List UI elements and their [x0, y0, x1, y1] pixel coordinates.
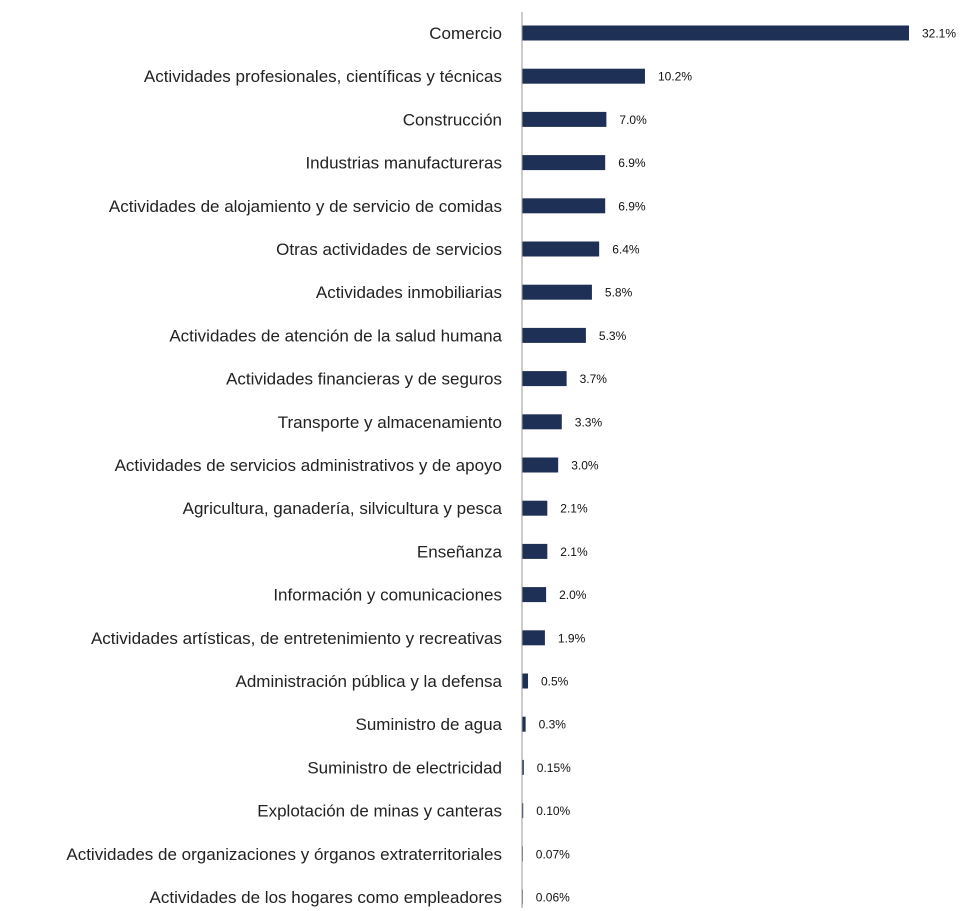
bar	[522, 68, 645, 84]
category-label: Construcción	[403, 110, 502, 129]
value-label: 2.1%	[560, 502, 588, 516]
value-label: 0.15%	[537, 761, 571, 775]
category-label: Actividades financieras y de seguros	[226, 370, 502, 389]
category-label: Comercio	[429, 24, 502, 43]
value-label: 6.4%	[612, 243, 640, 257]
value-label: 0.07%	[536, 847, 570, 861]
bar	[522, 198, 606, 214]
category-label: Información y comunicaciones	[273, 586, 502, 605]
bar	[522, 673, 529, 689]
value-label: 0.3%	[539, 718, 567, 732]
category-label: Transporte y almacenamiento	[278, 413, 502, 432]
bar	[522, 111, 607, 127]
value-label: 6.9%	[618, 199, 646, 213]
category-label: Actividades de alojamiento y de servicio…	[109, 197, 502, 216]
bar	[522, 327, 586, 343]
bar	[522, 500, 548, 516]
bar	[522, 284, 592, 300]
bar	[522, 759, 524, 775]
value-label: 3.3%	[575, 415, 603, 429]
category-label: Actividades artísticas, de entretenimien…	[91, 629, 502, 648]
value-label: 3.0%	[571, 459, 599, 473]
value-label: 5.3%	[599, 329, 627, 343]
value-label: 2.1%	[560, 545, 588, 559]
value-label: 0.5%	[541, 675, 569, 689]
value-label: 3.7%	[580, 372, 608, 386]
bar	[522, 414, 562, 430]
category-labels-group: Comercio Actividades profesionales, cient…	[66, 24, 502, 907]
bars-group	[522, 25, 909, 905]
category-label: Otras actividades de servicios	[276, 240, 502, 259]
bar	[522, 25, 909, 41]
category-label: Agricultura, ganadería, silvicultura y p…	[183, 499, 503, 518]
bar	[522, 716, 526, 732]
bar	[522, 803, 524, 819]
category-label: Industrias manufactureras	[305, 154, 502, 173]
bar	[522, 630, 545, 646]
category-label: Explotación de minas y canteras	[257, 802, 502, 821]
value-label: 6.9%	[618, 156, 646, 170]
bar	[522, 587, 547, 603]
category-label: Actividades profesionales, científicas y…	[144, 67, 502, 86]
value-labels-group: 32.1% 10.2% 7.0% 6.9% 6.9% 6.4% 5.8% 5.3% 3.7% 3.…	[536, 27, 957, 905]
value-label: 0.06%	[536, 891, 570, 905]
category-label: Actividades de servicios administrativos…	[115, 456, 502, 475]
category-label: Actividades inmobiliarias	[316, 283, 502, 302]
bar	[522, 241, 600, 257]
bar	[522, 371, 567, 387]
category-label: Suministro de agua	[356, 715, 503, 734]
category-label: Actividades de los hogares como empleado…	[150, 888, 502, 907]
value-label: 2.0%	[559, 588, 587, 602]
category-label: Enseñanza	[417, 542, 503, 561]
bar	[522, 155, 606, 171]
bar	[522, 543, 548, 559]
category-label: Administración pública y la defensa	[236, 672, 503, 691]
value-label: 7.0%	[619, 113, 647, 127]
value-label: 5.8%	[605, 286, 633, 300]
bar	[522, 457, 559, 473]
value-label: 1.9%	[558, 631, 586, 645]
value-label: 0.10%	[536, 804, 570, 818]
value-label: 10.2%	[658, 70, 692, 84]
category-label: Actividades de organizaciones y órganos …	[66, 845, 502, 864]
category-label: Suministro de electricidad	[307, 758, 502, 777]
category-label: Actividades de atención de la salud huma…	[169, 326, 502, 345]
value-label: 32.1%	[922, 27, 956, 41]
